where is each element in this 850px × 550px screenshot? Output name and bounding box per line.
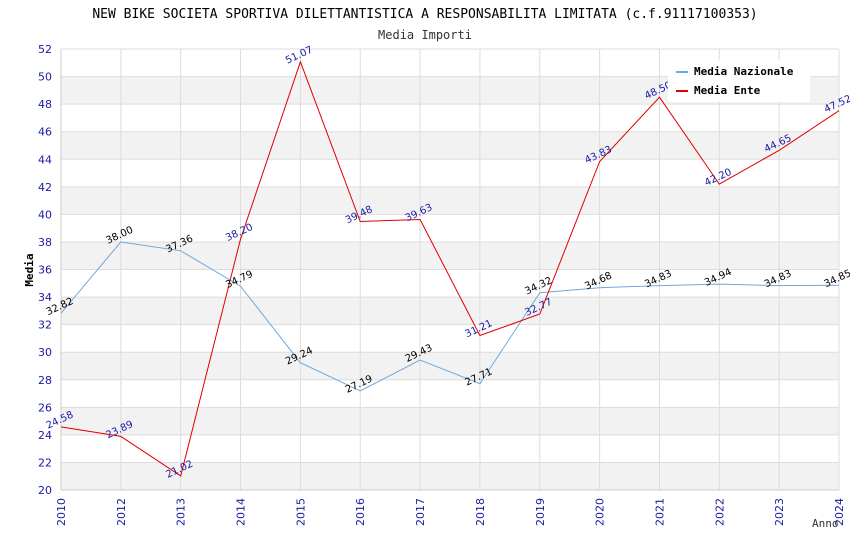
y-tick-label: 20 [38, 484, 52, 497]
legend-label-nazionale: Media Nazionale [694, 65, 794, 78]
x-tick-label: 2016 [354, 498, 367, 526]
x-tick-label: 2014 [235, 498, 248, 526]
y-tick-label: 38 [38, 236, 52, 249]
y-tick-label: 50 [38, 71, 52, 84]
x-tick-label: 2019 [534, 498, 547, 526]
data-label: 34.68 [583, 270, 614, 292]
x-axis-label: Anno [812, 517, 839, 530]
series-lines [60, 60, 840, 477]
grid-band [61, 407, 839, 435]
series-line-ente [60, 60, 840, 477]
legend-box [668, 60, 810, 102]
grid-band [61, 241, 839, 270]
data-label: 34.79 [224, 269, 255, 291]
x-tick-label: 2017 [414, 498, 427, 526]
y-tick-label: 36 [38, 264, 52, 277]
x-tick-label: 2015 [294, 498, 307, 526]
grid-band [61, 352, 839, 380]
y-tick-label: 34 [38, 291, 52, 304]
data-label: 51.07 [284, 45, 315, 67]
legend-label-ente: Media Ente [694, 84, 761, 97]
y-tick-label: 22 [38, 456, 52, 469]
y-tick-label: 28 [38, 374, 52, 387]
y-tick-label: 48 [38, 98, 52, 111]
y-tick-label: 32 [38, 319, 52, 332]
y-tick-label: 44 [38, 153, 52, 166]
y-tick-label: 30 [38, 346, 52, 359]
y-tick-label: 40 [38, 208, 52, 221]
x-tick-label: 2013 [175, 498, 188, 526]
x-tick-label: 2021 [653, 498, 666, 526]
chart-subtitle: Media Importi [378, 28, 472, 42]
x-tick-label: 2022 [713, 498, 726, 526]
y-tick-label: 52 [38, 43, 52, 56]
y-tick-label: 26 [38, 401, 52, 414]
x-tick-label: 2012 [115, 498, 128, 526]
y-tick-label: 42 [38, 181, 52, 194]
grid-band [61, 131, 839, 160]
chart-title: NEW BIKE SOCIETA SPORTIVA DILETTANTISTIC… [92, 7, 757, 22]
data-label: 34.85 [823, 268, 850, 290]
grid-band [61, 462, 839, 490]
y-tick-label: 46 [38, 126, 52, 139]
series-line-nazionale [60, 241, 840, 392]
grid-bands [61, 76, 839, 490]
data-label: 38.20 [224, 222, 255, 244]
x-tick-label: 2024 [833, 498, 846, 526]
x-tick-label: 2018 [474, 498, 487, 526]
x-axis-ticks: 2010 2012 2013 2014 2015 2016 2017 2018 2019 2020… [55, 498, 846, 526]
data-label: 34.94 [703, 267, 734, 289]
legend: Media Nazionale Media Ente [668, 60, 810, 102]
y-axis-ticks: 20 22 24 26 28 30 32 34 36 38 40 42 44 46 48 50 52 [38, 43, 52, 497]
data-label: 42.20 [703, 167, 734, 189]
data-label: 34.83 [763, 268, 794, 290]
x-tick-label: 2020 [594, 498, 607, 526]
y-tick-label: 24 [38, 429, 52, 442]
data-label: 34.83 [643, 268, 674, 290]
x-tick-label: 2010 [55, 498, 68, 526]
grid-band [61, 297, 839, 325]
y-axis-label: Media [23, 253, 36, 286]
x-tick-label: 2023 [773, 498, 786, 526]
grid-band [61, 186, 839, 215]
